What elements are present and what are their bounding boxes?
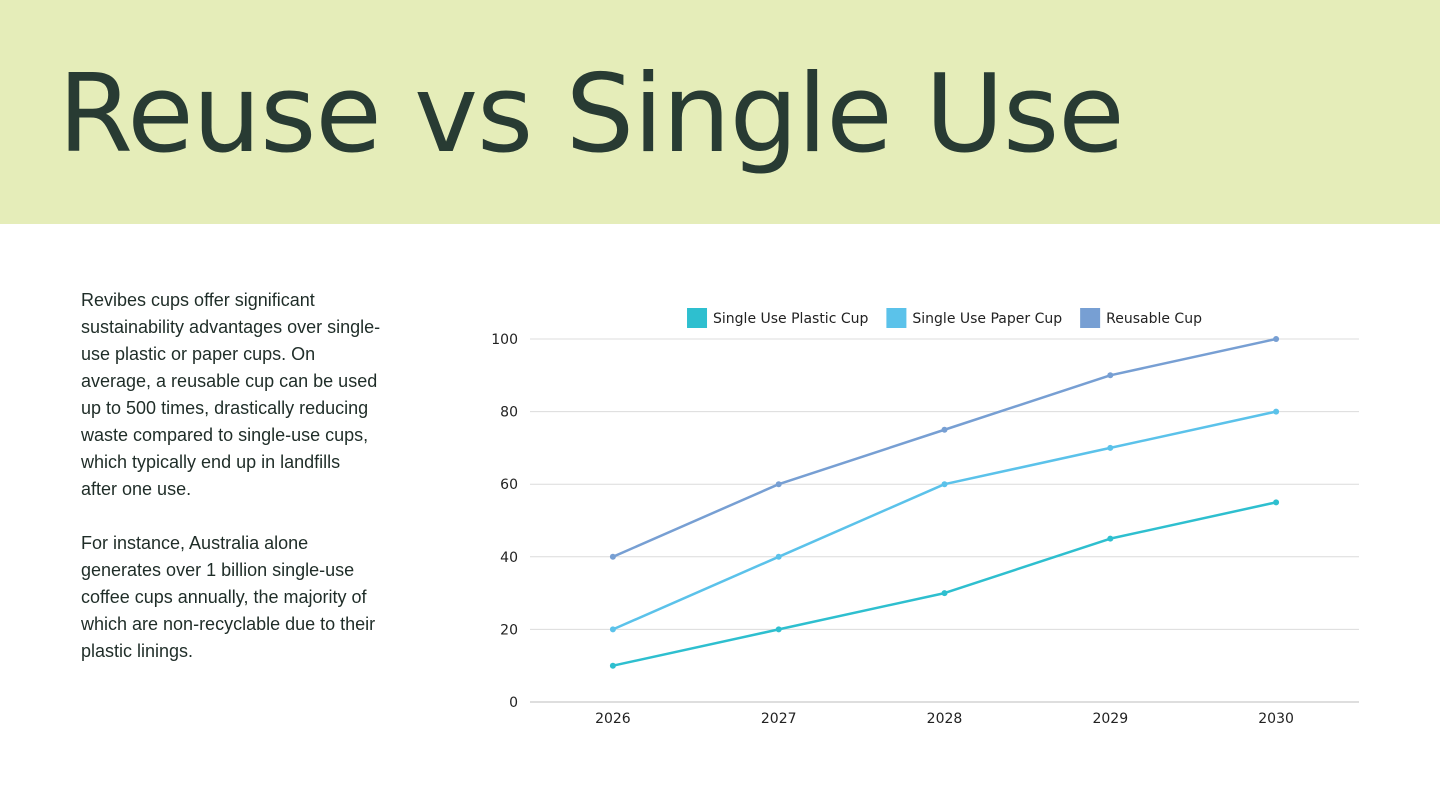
chart-legend: Single Use Plastic Cup Single Use Paper C… [687,308,1202,328]
data-point [775,481,782,488]
data-point [775,626,782,633]
y-tick-label: 100 [491,332,518,348]
data-point [609,553,616,560]
data-point [1273,499,1280,506]
line-chart: Single Use Plastic Cup Single Use Paper C… [491,308,1359,727]
y-tick-label: 20 [500,622,518,638]
series-reusable-cup [609,336,1280,560]
data-point [609,626,616,633]
paragraph-australia: For instance, Australia alone generates … [81,533,376,661]
title-banner: Reuse vs Single Use [0,0,1440,224]
legend-item: Single Use Paper Cup [886,308,1062,328]
y-tick-label: 40 [500,550,518,566]
series-single-use-plastic-cup [609,499,1280,669]
data-point [1107,372,1114,379]
series-single-use-paper-cup [609,408,1280,633]
legend-swatch [687,308,708,328]
slide-title: Reuse vs Single Use [58,52,1125,177]
chart-grid [530,338,1359,703]
y-tick-label: 0 [509,695,518,711]
legend-item: Single Use Plastic Cup [687,308,868,328]
legend-swatch [1080,308,1101,328]
paragraph-sustainability: Revibes cups offer significant sustainab… [81,290,381,499]
data-point [1107,444,1114,451]
x-tick-label: 2027 [761,711,797,727]
x-tick-label: 2026 [595,711,631,727]
x-tick-label: 2030 [1258,711,1294,727]
data-point [1107,535,1114,542]
legend-label: Single Use Plastic Cup [713,311,868,327]
y-axis: 0 20 40 60 80 100 [491,332,518,711]
data-point [1273,336,1280,342]
data-point [941,590,948,597]
legend-item: Reusable Cup [1080,308,1202,328]
legend-swatch [886,308,907,328]
data-point [941,481,948,488]
legend-label: Reusable Cup [1106,311,1202,327]
x-axis: 2026 2027 2028 2029 2030 [595,711,1294,727]
y-tick-label: 80 [500,405,518,421]
data-point [941,426,948,433]
series-line [611,410,1278,631]
y-tick-label: 60 [500,477,518,493]
data-point [1273,408,1280,415]
data-point [609,662,616,669]
legend-label: Single Use Paper Cup [912,311,1062,327]
series-line [611,501,1278,667]
description-text: Revibes cups offer significant sustainab… [81,287,381,692]
x-tick-label: 2029 [1092,711,1128,727]
x-tick-label: 2028 [927,711,963,727]
data-point [775,553,782,560]
chart-series [609,336,1280,669]
